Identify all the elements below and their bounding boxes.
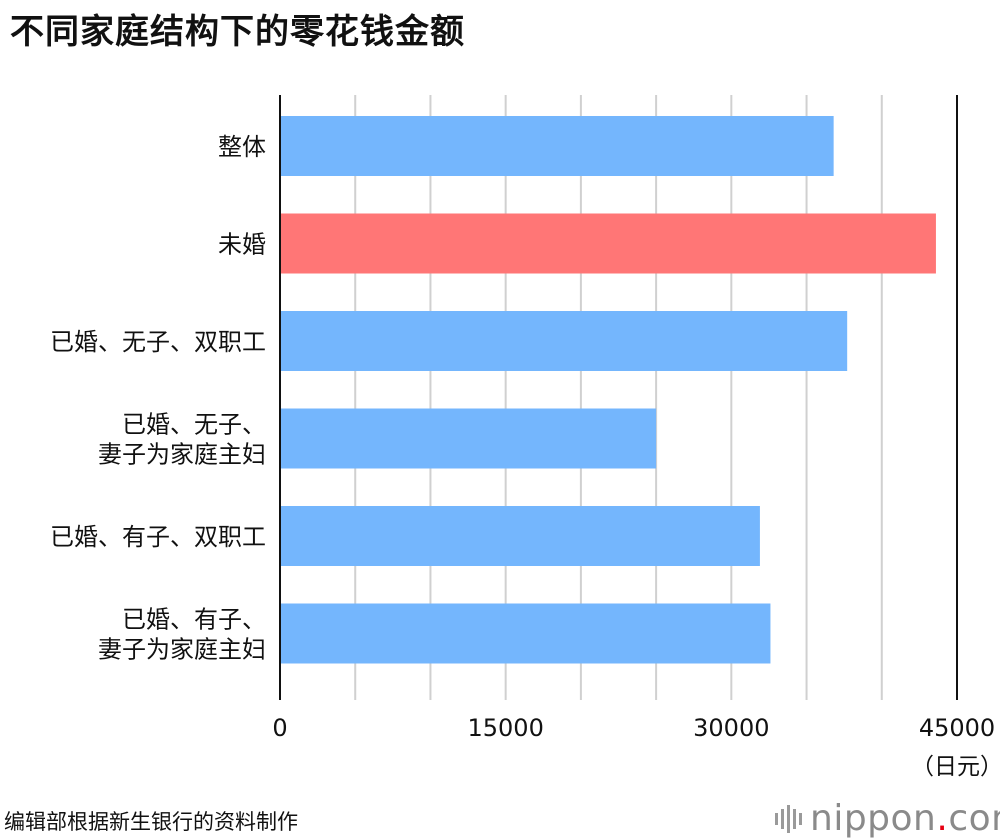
bar <box>280 116 834 176</box>
logo-bars-icon <box>775 804 802 833</box>
category-label: 已婚、有子、 <box>122 606 266 634</box>
grid-lines <box>354 95 883 700</box>
tick-label: 15000 <box>467 714 543 742</box>
bars <box>280 116 936 664</box>
axes <box>279 95 958 700</box>
unit-label: （日元） <box>911 754 1000 780</box>
category-label: 整体 <box>218 133 266 161</box>
category-labels: 整体未婚已婚、无子、双职工已婚、无子、妻子为家庭主妇已婚、有子、双职工已婚、有子… <box>50 133 266 664</box>
bar-chart: 整体未婚已婚、无子、双职工已婚、无子、妻子为家庭主妇已婚、有子、双职工已婚、有子… <box>50 95 1000 780</box>
category-label: 未婚 <box>218 231 266 259</box>
tick-labels: 0 15000 30000 45000 <box>272 714 995 742</box>
tick-label: 0 <box>272 714 287 742</box>
category-label: 已婚、有子、双职工 <box>50 523 266 551</box>
category-label: 妻子为家庭主妇 <box>98 636 266 664</box>
source-note: 编辑部根据新生银行的资料制作 <box>4 810 298 834</box>
logo-wordmark: nippon.com <box>810 798 1000 839</box>
chart-title: 不同家庭结构下的零花钱金额 <box>10 12 465 52</box>
bar <box>280 408 657 469</box>
bar <box>280 603 771 664</box>
category-label: 妻子为家庭主妇 <box>98 441 266 469</box>
tick-label: 30000 <box>693 714 769 742</box>
nippon-logo: nippon.com <box>775 798 1000 839</box>
category-label: 已婚、无子、 <box>122 411 266 439</box>
bar <box>280 311 848 371</box>
tick-label: 45000 <box>919 714 995 742</box>
bar <box>280 213 936 274</box>
bar <box>280 506 760 566</box>
category-label: 已婚、无子、双职工 <box>50 328 266 356</box>
